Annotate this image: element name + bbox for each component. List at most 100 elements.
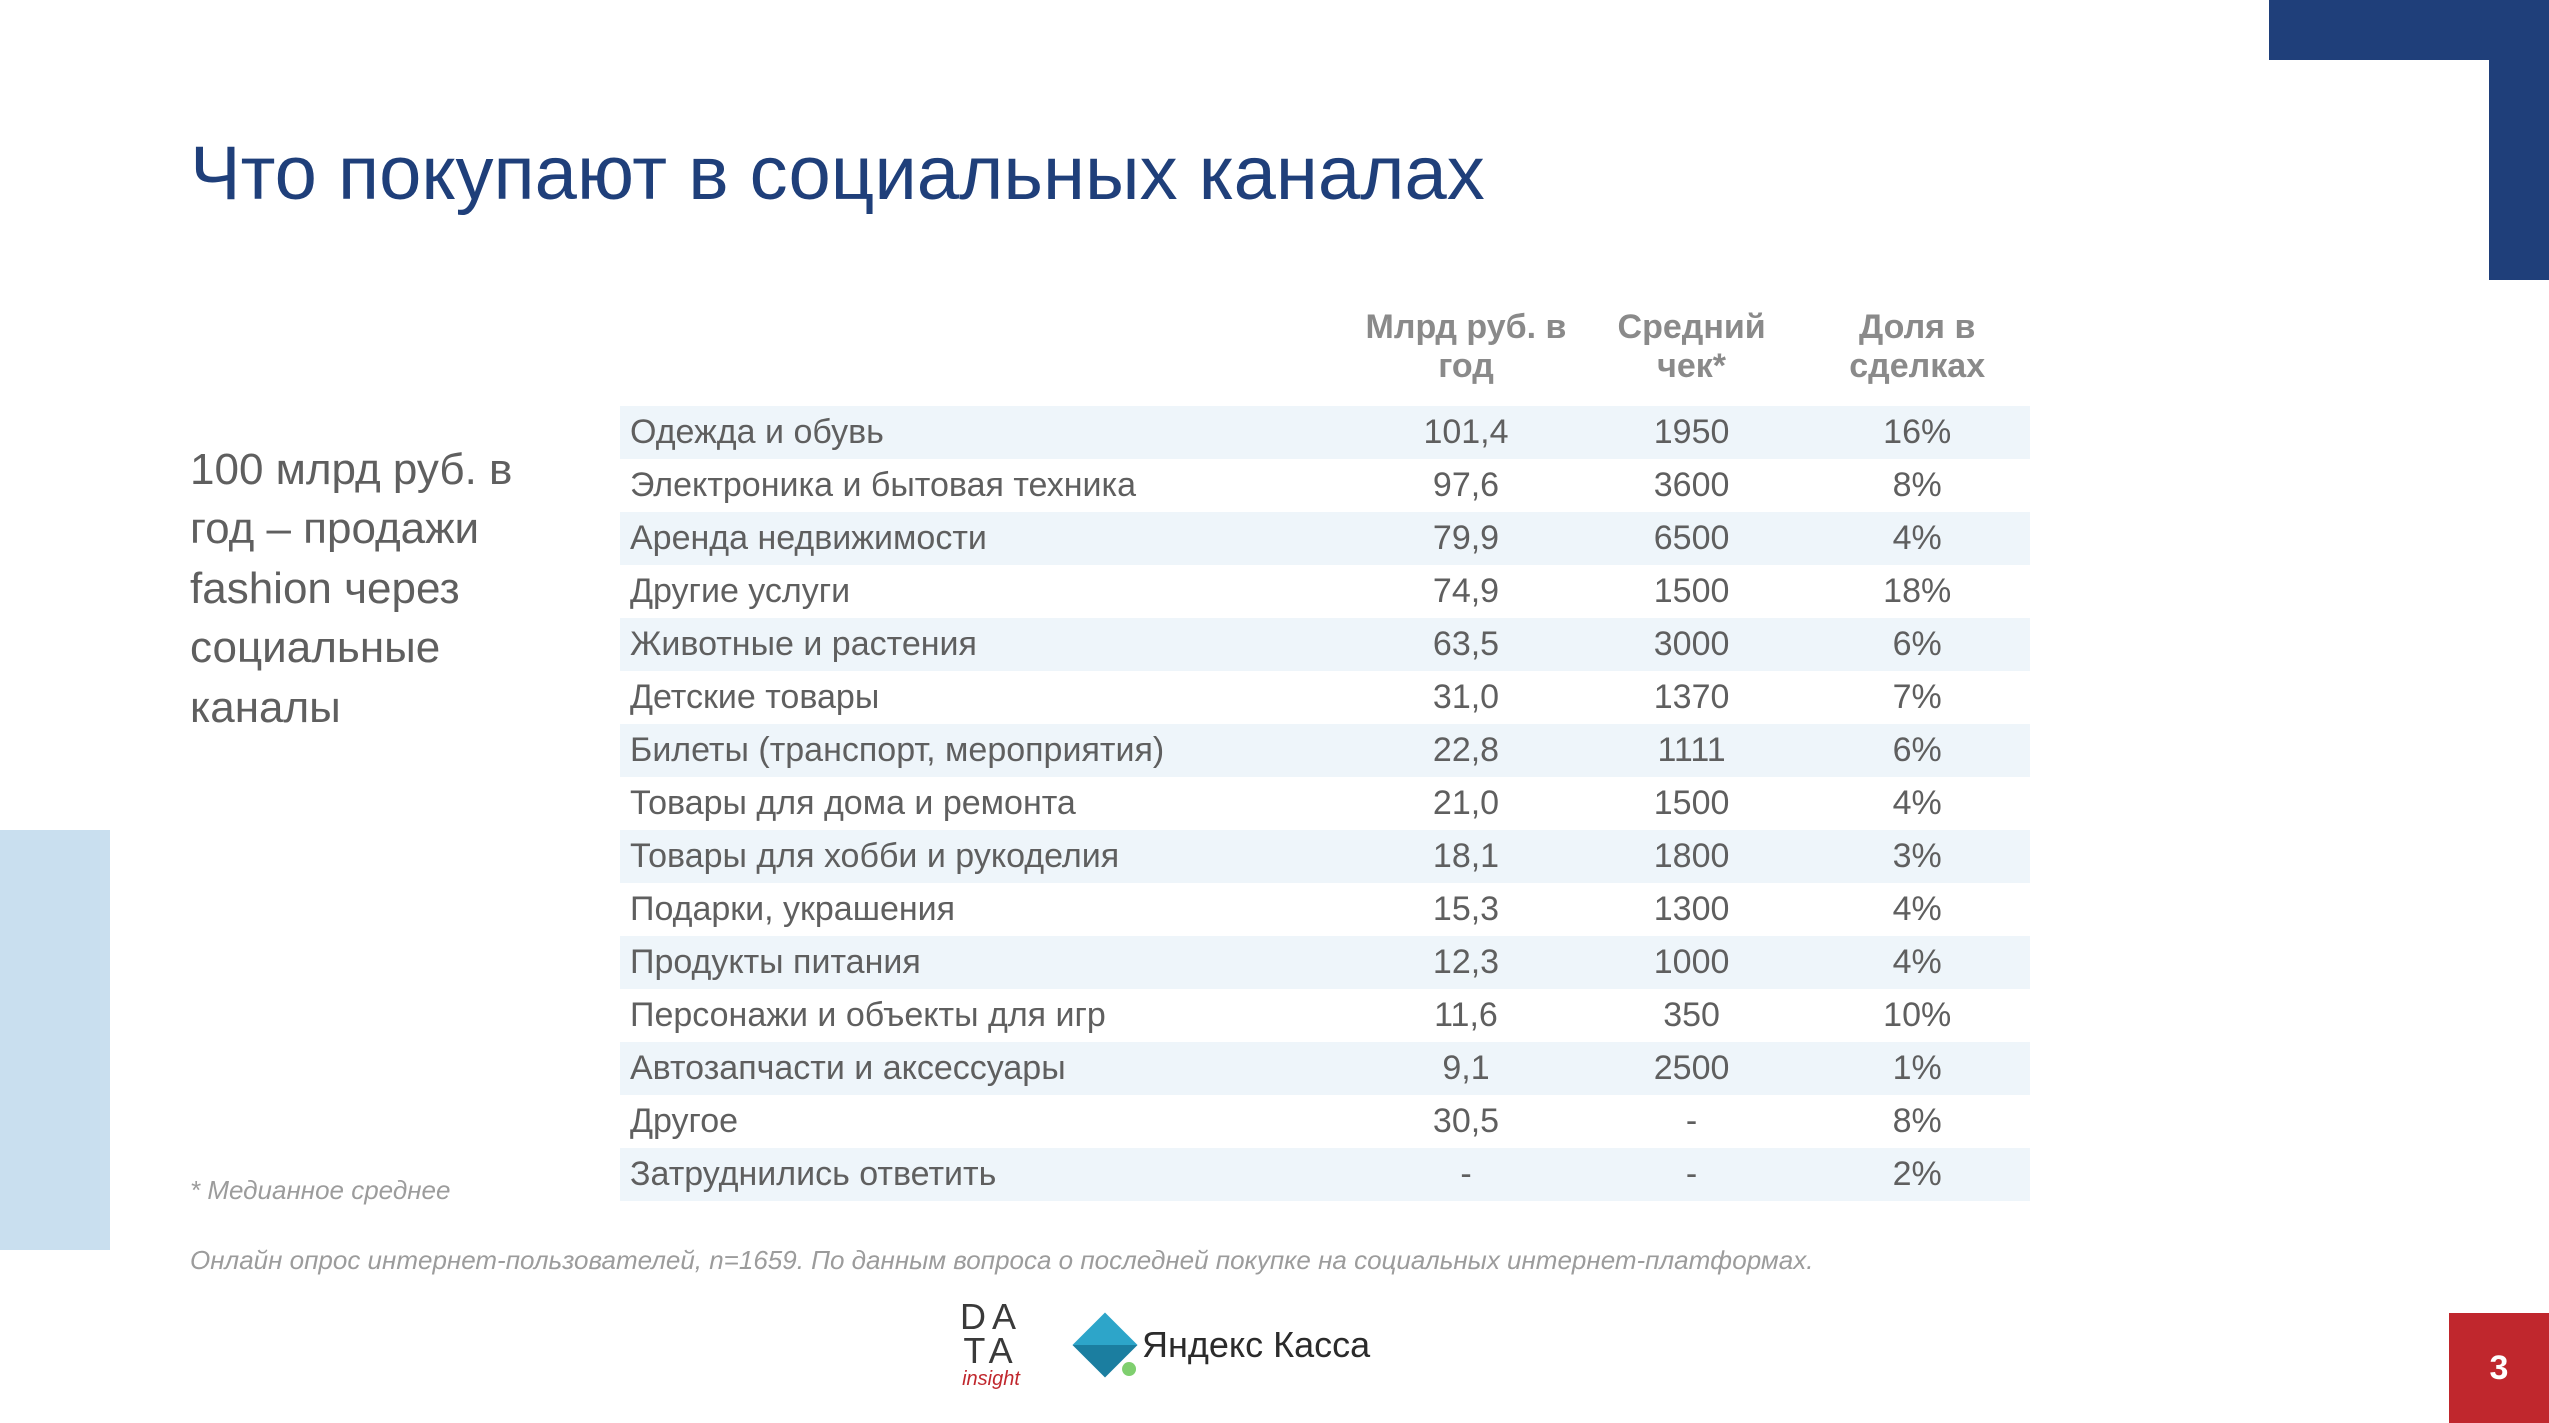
table-header-volume: Млрд руб. в год (1353, 290, 1579, 406)
table-header-row: Млрд руб. в год Средний чек* Доля в сдел… (620, 290, 2030, 406)
table-cell-value: 15,3 (1353, 883, 1579, 936)
table-header-share: Доля в сделках (1804, 290, 2030, 406)
table-cell-value: 3% (1804, 830, 2030, 883)
table-cell-value: 11,6 (1353, 989, 1579, 1042)
table-cell-value: 9,1 (1353, 1042, 1579, 1095)
table-cell-value: 1111 (1579, 724, 1805, 777)
table-row: Билеты (транспорт, мероприятия)22,811116… (620, 724, 2030, 777)
table-body: Одежда и обувь101,4195016%Электроника и … (620, 406, 2030, 1201)
data-table: Млрд руб. в год Средний чек* Доля в сдел… (620, 290, 2030, 1201)
table-cell-value: 4% (1804, 936, 2030, 989)
table-row: Подарки, украшения15,313004% (620, 883, 2030, 936)
table-row: Персонажи и объекты для игр11,635010% (620, 989, 2030, 1042)
table-cell-category: Детские товары (620, 671, 1353, 724)
table-cell-value: 16% (1804, 406, 2030, 459)
corner-decoration-top-right (2269, 0, 2549, 280)
table-row: Детские товары31,013707% (620, 671, 2030, 724)
table-cell-value: 3000 (1579, 618, 1805, 671)
table-cell-value: 30,5 (1353, 1095, 1579, 1148)
logo-yandex-kassa: Яндекс Касса (1082, 1322, 1370, 1368)
table-cell-value: 2500 (1579, 1042, 1805, 1095)
table-cell-value: 97,6 (1353, 459, 1579, 512)
logo-yandex-kassa-text: Яндекс Касса (1142, 1324, 1370, 1366)
table-cell-category: Билеты (транспорт, мероприятия) (620, 724, 1353, 777)
table-cell-value: 10% (1804, 989, 2030, 1042)
table-cell-value: 8% (1804, 459, 2030, 512)
table-row: Аренда недвижимости79,965004% (620, 512, 2030, 565)
table-row: Затруднились ответить--2% (620, 1148, 2030, 1201)
table-cell-value: 74,9 (1353, 565, 1579, 618)
table-cell-category: Товары для дома и ремонта (620, 777, 1353, 830)
table-cell-category: Другое (620, 1095, 1353, 1148)
table-cell-category: Товары для хобби и рукоделия (620, 830, 1353, 883)
table-cell-value: 1370 (1579, 671, 1805, 724)
table-row: Животные и растения63,530006% (620, 618, 2030, 671)
table-cell-value: 18% (1804, 565, 2030, 618)
table-cell-category: Животные и растения (620, 618, 1353, 671)
table-cell-value: 1500 (1579, 777, 1805, 830)
callout-text: 100 млрд руб. в год – продажи fashion че… (190, 440, 570, 737)
footnote-median: * Медианное среднее (190, 1175, 450, 1206)
table-cell-value: - (1579, 1095, 1805, 1148)
slide-title: Что покупают в социальных каналах (190, 130, 1485, 217)
table-cell-value: 2% (1804, 1148, 2030, 1201)
table-cell-category: Автозапчасти и аксессуары (620, 1042, 1353, 1095)
table-cell-value: 1950 (1579, 406, 1805, 459)
table-cell-value: 1800 (1579, 830, 1805, 883)
table-cell-value: 1500 (1579, 565, 1805, 618)
data-table-container: Млрд руб. в год Средний чек* Доля в сдел… (620, 290, 2030, 1201)
table-cell-value: 22,8 (1353, 724, 1579, 777)
page-number: 3 (2449, 1313, 2549, 1423)
table-cell-value: 6500 (1579, 512, 1805, 565)
table-cell-value: 31,0 (1353, 671, 1579, 724)
table-row: Автозапчасти и аксессуары9,125001% (620, 1042, 2030, 1095)
logo-kassa-word: Касса (1273, 1324, 1370, 1365)
table-cell-value: 4% (1804, 512, 2030, 565)
logo-data-insight-line1: DA (960, 1300, 1022, 1334)
table-cell-value: 6% (1804, 618, 2030, 671)
accent-decoration-left (0, 830, 110, 1250)
table-cell-value: 350 (1579, 989, 1805, 1042)
table-cell-value: 79,9 (1353, 512, 1579, 565)
table-row: Продукты питания12,310004% (620, 936, 2030, 989)
table-cell-value: 3600 (1579, 459, 1805, 512)
table-row: Электроника и бытовая техника97,636008% (620, 459, 2030, 512)
table-cell-value: 12,3 (1353, 936, 1579, 989)
logo-data-insight-line2: TA (963, 1334, 1018, 1368)
yandex-kassa-icon (1072, 1312, 1137, 1377)
table-cell-value: 8% (1804, 1095, 2030, 1148)
table-row: Товары для дома и ремонта21,015004% (620, 777, 2030, 830)
table-cell-category: Другие услуги (620, 565, 1353, 618)
table-cell-value: - (1353, 1148, 1579, 1201)
table-row: Одежда и обувь101,4195016% (620, 406, 2030, 459)
table-cell-value: 7% (1804, 671, 2030, 724)
table-header-category (620, 290, 1353, 406)
table-cell-value: - (1579, 1148, 1805, 1201)
table-cell-value: 63,5 (1353, 618, 1579, 671)
table-cell-value: 21,0 (1353, 777, 1579, 830)
table-cell-value: 4% (1804, 777, 2030, 830)
table-cell-category: Продукты питания (620, 936, 1353, 989)
table-cell-category: Персонажи и объекты для игр (620, 989, 1353, 1042)
table-header-avg: Средний чек* (1579, 290, 1805, 406)
table-cell-value: 18,1 (1353, 830, 1579, 883)
table-cell-value: 1300 (1579, 883, 1805, 936)
table-row: Другие услуги74,9150018% (620, 565, 2030, 618)
table-cell-category: Затруднились ответить (620, 1148, 1353, 1201)
table-cell-category: Подарки, украшения (620, 883, 1353, 936)
logo-data-insight: DA TA insight (960, 1300, 1022, 1389)
table-cell-value: 101,4 (1353, 406, 1579, 459)
table-cell-category: Аренда недвижимости (620, 512, 1353, 565)
logo-data-insight-sub: insight (962, 1370, 1020, 1389)
footnote-source: Онлайн опрос интернет-пользователей, n=1… (190, 1245, 1813, 1276)
table-cell-value: 4% (1804, 883, 2030, 936)
table-cell-category: Электроника и бытовая техника (620, 459, 1353, 512)
table-row: Товары для хобби и рукоделия18,118003% (620, 830, 2030, 883)
table-cell-value: 1000 (1579, 936, 1805, 989)
logos-container: DA TA insight Яндекс Касса (960, 1300, 1370, 1389)
table-cell-category: Одежда и обувь (620, 406, 1353, 459)
table-row: Другое30,5-8% (620, 1095, 2030, 1148)
table-cell-value: 1% (1804, 1042, 2030, 1095)
logo-yandex-word: Яндекс (1142, 1324, 1263, 1365)
table-cell-value: 6% (1804, 724, 2030, 777)
